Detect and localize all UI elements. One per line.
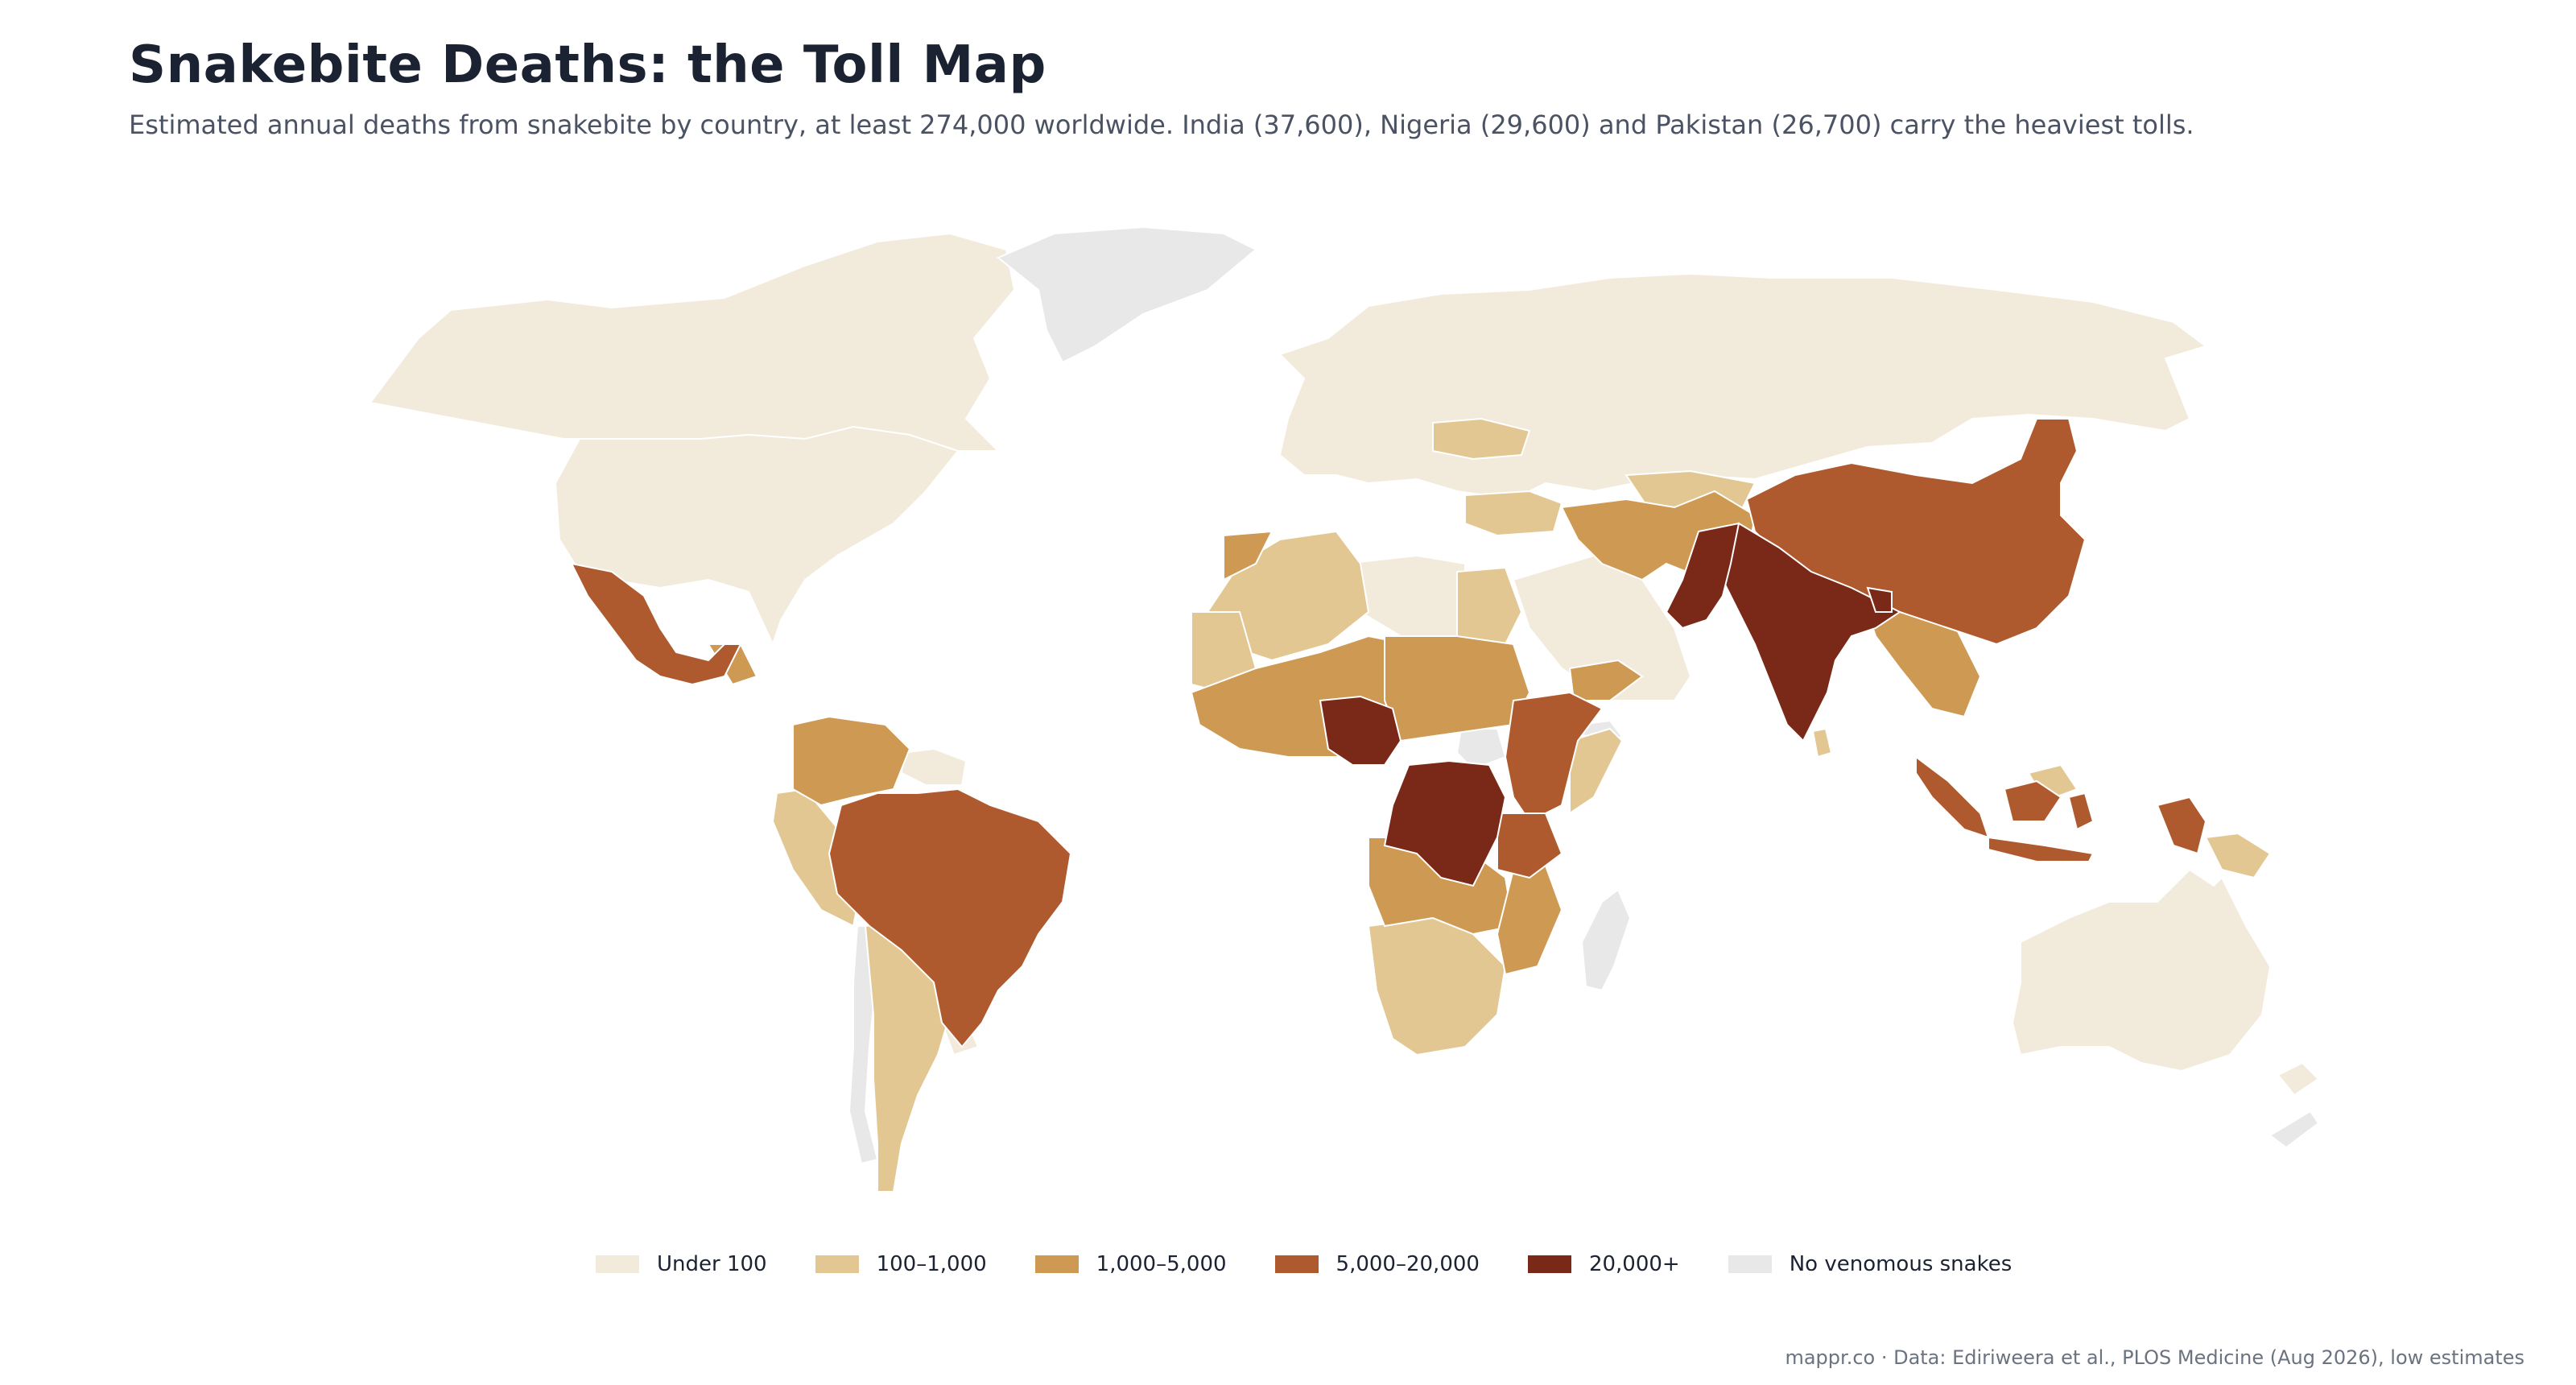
legend-item-no-venomous: No venomous snakes: [1728, 1252, 2013, 1276]
country-greenland: [997, 225, 1257, 364]
country-sudan-north: [1456, 566, 1523, 645]
map-title: Snakebite Deaths: the Toll Map: [129, 35, 1046, 95]
country-indonesia-sulawesi: [2067, 792, 2095, 831]
country-new-zealand: [2277, 1061, 2320, 1097]
legend-label: 20,000+: [1588, 1252, 1680, 1276]
country-tanzania: [1496, 812, 1563, 879]
country-colombia-venezuela: [792, 715, 911, 807]
legend-item-20000-plus: 20,000+: [1527, 1252, 1680, 1276]
country-ethiopia-kenya: [1504, 691, 1604, 823]
legend-item-100-1000: 100–1,000: [815, 1252, 987, 1276]
country-sri-lanka: [1811, 727, 1833, 759]
country-indonesia-borneo: [2003, 779, 2062, 822]
country-indonesia-sumatra: [1915, 755, 1990, 839]
country-brazil: [828, 788, 1072, 1048]
country-mozambique: [1496, 864, 1563, 976]
country-mexico: [570, 562, 742, 686]
country-turkey-caucasus: [1464, 490, 1563, 537]
map-subtitle: Estimated annual deaths from snakebite b…: [129, 110, 2194, 140]
legend-label: No venomous snakes: [1789, 1252, 2013, 1276]
source-credit: mappr.co · Data: Ediriweera et al., PLOS…: [1785, 1346, 2524, 1369]
country-new-zealand-south: [2268, 1110, 2320, 1149]
legend-label: 1,000–5,000: [1096, 1252, 1227, 1276]
country-madagascar: [1580, 888, 1632, 992]
region-20000-plus: [1319, 522, 1901, 887]
country-morocco: [1223, 530, 1274, 581]
legend-swatch: [1728, 1255, 1772, 1273]
country-india: [1721, 522, 1901, 742]
legend-item-5000-20000: 5,000–20,000: [1274, 1252, 1480, 1276]
region-no-venomous: [848, 225, 2320, 1165]
country-australia: [2011, 868, 2272, 1073]
legend-label: 100–1,000: [876, 1252, 987, 1276]
country-nigeria: [1319, 695, 1402, 766]
legend-swatch: [815, 1255, 859, 1273]
legend-label: Under 100: [657, 1252, 767, 1276]
legend-item-1000-5000: 1,000–5,000: [1034, 1252, 1227, 1276]
country-southern-africa: [1367, 916, 1507, 1056]
country-ukraine: [1432, 417, 1531, 461]
country-guianas: [901, 747, 968, 786]
country-pakistan: [1665, 522, 1740, 630]
legend-label: 5,000–20,000: [1335, 1252, 1480, 1276]
country-east-africa-coast: [1569, 727, 1624, 815]
country-indonesia-papua: [2156, 796, 2207, 855]
legend-item-under-100: Under 100: [596, 1252, 767, 1276]
country-indonesia-java: [1988, 836, 2095, 862]
legend-swatch: [1034, 1255, 1079, 1273]
country-bangladesh-nepal: [1866, 586, 1893, 613]
legend-swatch: [1274, 1255, 1319, 1273]
country-canada-alaska: [369, 232, 1016, 452]
country-chad-car-sudan: [1384, 635, 1531, 742]
country-south-sudan-gray: [1455, 728, 1507, 771]
legend-swatch: [596, 1255, 639, 1273]
country-dr-congo: [1383, 759, 1507, 887]
country-papua-new-guinea: [2204, 832, 2272, 879]
legend-swatch: [1527, 1255, 1571, 1273]
map-legend: Under 100 100–1,000 1,000–5,000 5,000–20…: [596, 1251, 2060, 1278]
